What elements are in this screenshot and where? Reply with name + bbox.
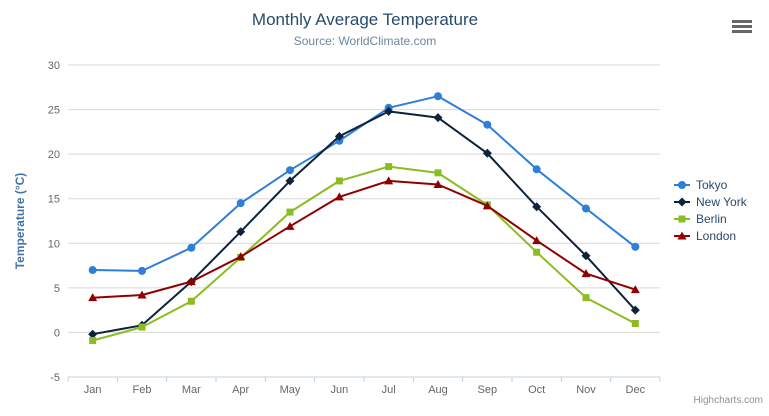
- svg-text:10: 10: [48, 238, 60, 250]
- svg-text:Sep: Sep: [478, 384, 498, 396]
- hamburger-icon: [732, 20, 752, 23]
- svg-text:Dec: Dec: [626, 384, 646, 396]
- svg-text:Mar: Mar: [182, 384, 201, 396]
- y-axis-labels: -5 0 5 10 15 20 25 30: [48, 60, 60, 384]
- svg-text:Oct: Oct: [528, 384, 545, 396]
- export-menu-button[interactable]: [732, 20, 753, 35]
- svg-text:-5: -5: [50, 372, 60, 384]
- svg-text:30: 30: [48, 60, 60, 72]
- legend-item-london[interactable]: London: [674, 227, 747, 244]
- legend-label: Berlin: [696, 211, 727, 226]
- y-axis-title: Temperature (°C): [13, 173, 27, 270]
- square-marker-icon: [674, 215, 690, 222]
- circle-marker-icon: [674, 180, 690, 189]
- diamond-marker-icon: [674, 197, 690, 206]
- legend-item-tokyo[interactable]: Tokyo: [674, 176, 747, 193]
- legend-item-berlin[interactable]: Berlin: [674, 210, 747, 227]
- legend-label: New York: [696, 194, 747, 209]
- legend: Tokyo New York Berlin London: [674, 176, 747, 244]
- x-axis: Jan Feb Mar Apr May Jun Jul Aug Sep Oct Nov Dec: [67, 376, 661, 396]
- chart-subtitle: Source: WorldClimate.com: [293, 34, 437, 48]
- legend-item-new-york[interactable]: New York: [674, 193, 747, 210]
- triangle-marker-icon: [674, 231, 690, 239]
- svg-text:25: 25: [48, 105, 60, 117]
- chart-title: Monthly Average Temperature: [251, 10, 479, 29]
- svg-text:Jan: Jan: [84, 384, 102, 396]
- svg-text:Jul: Jul: [382, 384, 396, 396]
- hamburger-icon: [732, 25, 752, 28]
- svg-text:5: 5: [54, 283, 60, 295]
- svg-text:Aug: Aug: [428, 384, 448, 396]
- svg-text:15: 15: [48, 194, 60, 206]
- legend-label: London: [696, 228, 737, 243]
- series-new-york: [88, 106, 640, 339]
- hamburger-icon: [732, 30, 752, 33]
- svg-text:Jun: Jun: [330, 384, 348, 396]
- svg-text:Feb: Feb: [133, 384, 152, 396]
- svg-text:Nov: Nov: [576, 384, 596, 396]
- svg-text:20: 20: [48, 149, 60, 161]
- svg-text:Apr: Apr: [232, 384, 249, 396]
- grid-lines: [68, 64, 660, 378]
- legend-label: Tokyo: [696, 177, 728, 192]
- credits-link[interactable]: Highcharts.com: [693, 395, 763, 406]
- svg-text:0: 0: [54, 327, 60, 339]
- series-london: [88, 176, 640, 302]
- svg-text:May: May: [280, 384, 301, 396]
- series-tokyo: [88, 92, 640, 275]
